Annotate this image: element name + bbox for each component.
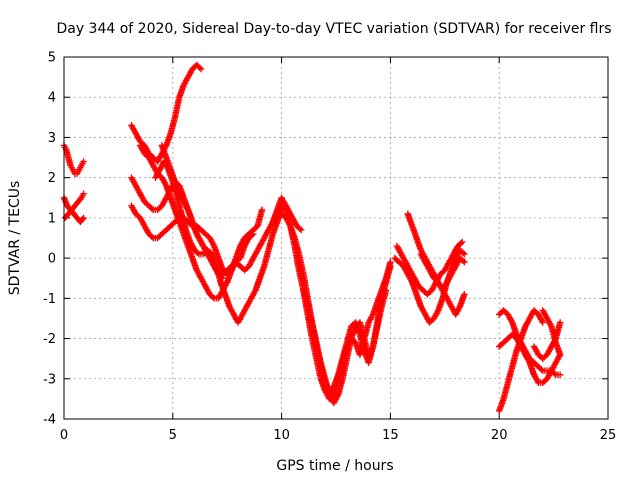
data-point-marker	[556, 351, 564, 358]
data-point-marker	[539, 319, 546, 326]
data-point-marker	[197, 65, 205, 73]
data-series	[393, 238, 466, 298]
data-point-marker	[461, 291, 468, 298]
y-tick-label: -4	[43, 413, 56, 428]
x-axis-label: GPS time / hours	[276, 458, 393, 474]
y-tick-label: 4	[48, 91, 56, 106]
data-point-marker	[80, 214, 87, 222]
data-point-marker	[461, 258, 468, 266]
y-tick-label: -3	[43, 372, 56, 387]
data-series	[496, 331, 564, 386]
data-series	[278, 210, 390, 395]
y-tick-label: 3	[48, 131, 56, 146]
data-point-marker	[79, 216, 86, 223]
tick-layer: 0 5 10 15 20 25 -4 -3 -2 -1 0 1 2 3 4 5	[43, 51, 616, 444]
data-point-marker	[556, 319, 564, 326]
x-tick-label: 5	[169, 428, 177, 443]
chart-title: Day 344 of 2020, Sidereal Day-to-day VTE…	[56, 21, 611, 37]
data-point-marker	[387, 262, 394, 270]
data-point-marker	[556, 371, 564, 378]
plot-frame	[63, 56, 609, 420]
data-point-marker	[461, 250, 468, 258]
data-point-marker	[80, 190, 87, 197]
data-series	[61, 190, 87, 222]
data-point-marker	[297, 226, 305, 234]
data-point-marker	[258, 206, 266, 214]
y-tick-label: 0	[48, 252, 56, 267]
y-tick-label: 1	[48, 211, 56, 226]
data-series	[496, 307, 546, 415]
data-series	[300, 262, 394, 407]
data-series	[136, 142, 266, 302]
y-tick-label: 2	[48, 171, 56, 186]
marks-layer	[60, 61, 564, 415]
grid-layer	[64, 57, 608, 419]
data-series	[128, 202, 257, 278]
x-tick-label: 25	[600, 428, 617, 443]
data-series	[417, 250, 468, 294]
y-axis-label: SDTVAR / TECUs	[7, 181, 23, 296]
y-tick-label: -2	[43, 332, 56, 347]
data-series	[539, 307, 564, 358]
data-series	[60, 142, 87, 177]
data-point-marker	[459, 238, 466, 246]
y-tick-label: -1	[43, 292, 56, 307]
x-tick-label: 20	[491, 428, 508, 443]
x-tick-label: 15	[382, 428, 399, 443]
data-point-marker	[77, 195, 84, 203]
x-tick-label: 0	[60, 428, 68, 443]
y-tick-label: 5	[48, 51, 56, 66]
data-point-marker	[80, 158, 87, 165]
x-tick-label: 10	[273, 428, 290, 443]
